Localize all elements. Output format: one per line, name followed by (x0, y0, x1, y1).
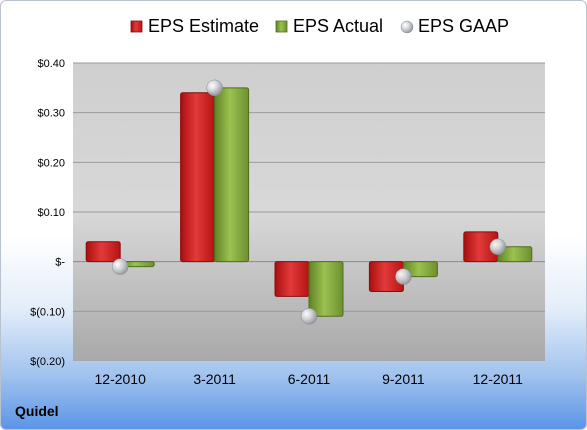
x-tick-label: 3-2011 (193, 371, 236, 387)
y-tick-label: $0.40 (37, 58, 65, 70)
x-tick-label: 12-2011 (473, 371, 524, 387)
y-tick-label: $- (55, 257, 65, 269)
bar-actual (308, 261, 344, 317)
bar-estimate (85, 241, 121, 263)
y-tick-label: $0.10 (37, 207, 65, 219)
y-tick-label: $(0.10) (30, 306, 65, 318)
y-tick-label: $0.30 (37, 108, 65, 120)
legend-label: EPS Actual (293, 16, 383, 36)
legend-label: EPS Estimate (148, 16, 259, 36)
gaap-marker (111, 258, 129, 275)
bar-actual (214, 87, 250, 263)
legend-swatch (400, 20, 414, 34)
legend-swatch (130, 20, 143, 33)
x-tick-label: 6-2011 (288, 371, 331, 387)
gaap-marker (206, 79, 223, 97)
legend-label: EPS GAAP (418, 16, 509, 36)
legend-swatch (275, 20, 288, 33)
x-tick-label: 12-2010 (95, 371, 147, 387)
gaap-marker (489, 238, 507, 256)
bar-estimate (180, 92, 216, 263)
gaap-marker (395, 268, 412, 285)
x-tick-label: 9-2011 (382, 371, 425, 387)
y-tick-label: $(0.20) (30, 356, 65, 368)
company-name: Quidel (15, 403, 59, 419)
gaap-marker (300, 308, 318, 325)
bar-estimate (274, 261, 310, 297)
y-tick-label: $0.20 (37, 157, 65, 169)
